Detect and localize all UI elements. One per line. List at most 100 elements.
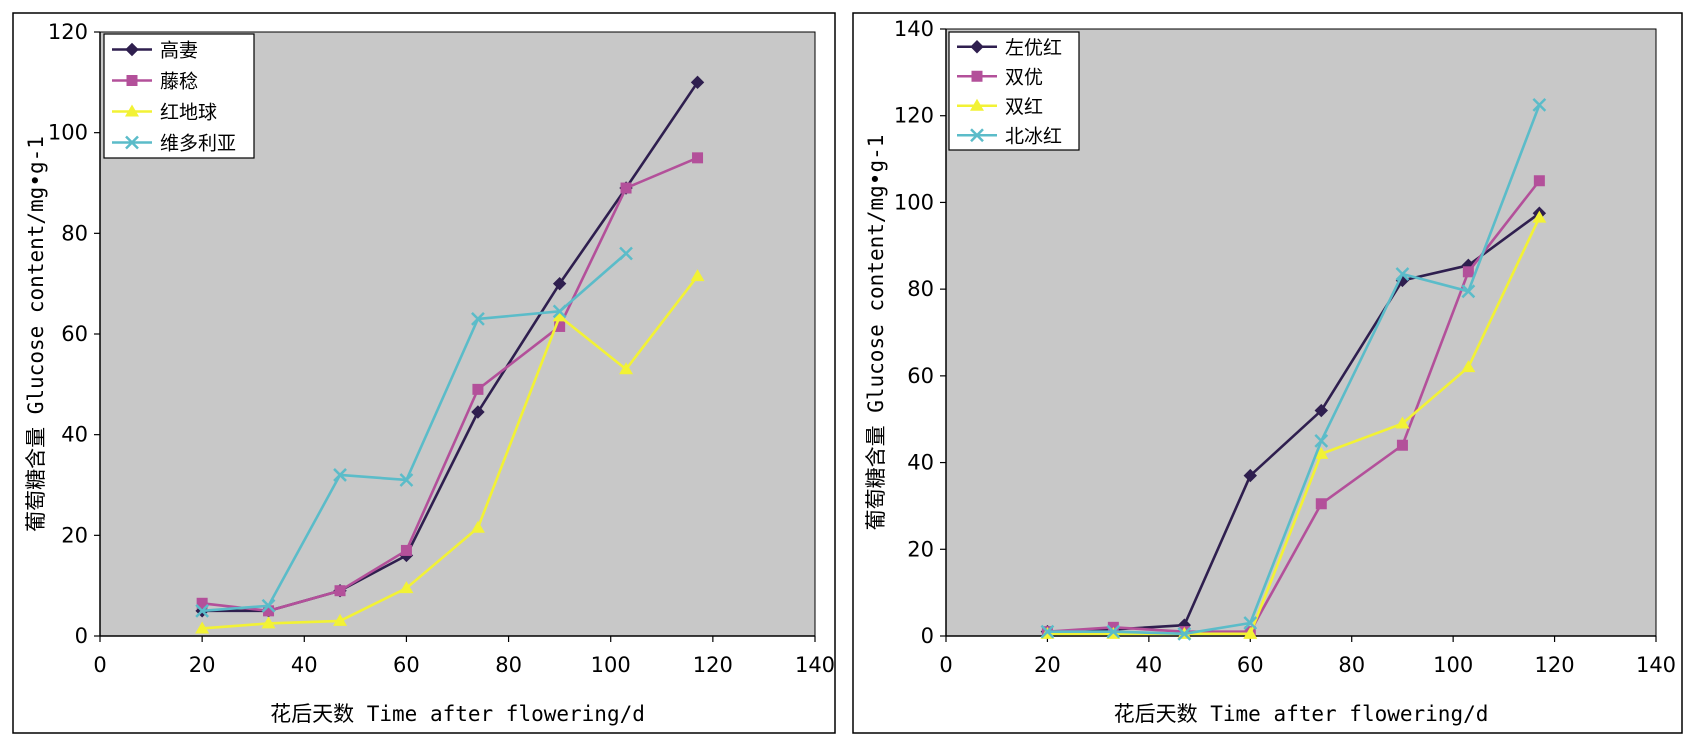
data-point (195, 603, 210, 618)
y-tick-label: 100 (48, 121, 88, 145)
x-tick-label: 20 (189, 653, 216, 677)
x-tick-label: 120 (693, 653, 733, 677)
x-tick-label: 60 (1237, 653, 1264, 677)
series-4 (195, 246, 633, 618)
legend-swatch-marker (125, 42, 139, 57)
plot-area (99, 31, 816, 637)
data-point (619, 362, 634, 375)
x-tick-label: 60 (393, 653, 420, 677)
legend-swatch-marker (970, 40, 984, 54)
data-point (1040, 624, 1055, 639)
series-line (1047, 104, 1541, 636)
data-point (690, 269, 705, 282)
y-axis-label: 葡萄糖含量 Glucose content/mg•g-1 (864, 135, 888, 531)
series-line (202, 275, 699, 630)
legend-swatch-marker (126, 75, 138, 86)
legend-label: 双优 (1005, 66, 1043, 88)
data-point (619, 246, 633, 261)
x-tick-label: 140 (1636, 653, 1676, 677)
data-point (1106, 624, 1121, 639)
data-point (470, 520, 485, 533)
legend-label: 藤稔 (160, 71, 198, 93)
y-tick-label: 0 (75, 624, 88, 648)
data-point (1315, 498, 1327, 510)
data-point (552, 276, 567, 291)
legend-swatch-marker (125, 135, 139, 150)
series-line (1047, 179, 1541, 633)
series-3 (195, 269, 705, 634)
y-tick-label: 80 (61, 221, 88, 245)
legend-label: 北冰红 (1005, 125, 1062, 147)
x-tick-label: 0 (939, 653, 952, 677)
data-point (1243, 616, 1258, 630)
x-tick-label: 140 (795, 653, 835, 677)
legend-item: 左优红 (957, 37, 1062, 59)
data-point (1532, 210, 1547, 223)
y-tick-label: 40 (61, 423, 88, 447)
x-tick-label: 40 (291, 653, 318, 677)
legend-item: 北冰红 (957, 125, 1062, 147)
legend-swatch-marker (970, 128, 984, 143)
data-point (1243, 626, 1258, 639)
data-point (333, 468, 347, 482)
legend-item: 藤稔 (112, 71, 198, 93)
data-point (400, 544, 412, 556)
y-tick-label: 40 (907, 451, 934, 475)
legend-swatch-marker (125, 104, 139, 117)
legend-item: 高妻 (112, 40, 198, 62)
legend-item: 双红 (957, 96, 1043, 118)
legend-label: 左优红 (1005, 37, 1062, 59)
data-point (471, 405, 485, 419)
data-point (472, 383, 484, 395)
y-tick-label: 100 (894, 190, 934, 214)
data-point (1532, 97, 1547, 112)
x-axis-label: 花后天数 Time after flowering/d (270, 702, 645, 726)
series-4 (1040, 97, 1547, 641)
data-point (261, 598, 276, 613)
data-point (552, 309, 567, 322)
series-line (201, 156, 699, 613)
legend-box (103, 33, 255, 159)
data-point (552, 304, 567, 319)
data-point (1395, 416, 1410, 429)
legend-swatch-marker (971, 70, 983, 82)
data-point (1177, 626, 1192, 641)
legend-item: 维多利亚 (112, 133, 236, 155)
legend-swatch-marker (970, 98, 984, 111)
data-point (690, 75, 705, 90)
data-point (1314, 403, 1328, 418)
x-tick-label: 40 (1135, 653, 1162, 677)
data-point (1243, 468, 1257, 483)
x-tick-label: 20 (1034, 653, 1061, 677)
data-point (261, 616, 276, 629)
data-point (263, 605, 275, 617)
data-point (1461, 284, 1476, 299)
y-tick-label: 140 (894, 17, 934, 41)
data-point (1462, 266, 1474, 278)
data-point (333, 613, 348, 626)
x-tick-label: 100 (1433, 653, 1473, 677)
x-tick-label: 80 (1338, 653, 1365, 677)
y-tick-label: 20 (61, 523, 88, 547)
x-tick-label: 80 (495, 653, 522, 677)
y-tick-label: 80 (907, 277, 934, 301)
x-tick-label: 100 (591, 653, 631, 677)
data-point (692, 152, 704, 164)
data-point (1314, 446, 1329, 459)
y-tick-label: 60 (61, 322, 88, 346)
x-tick-label: 120 (1535, 653, 1575, 677)
data-point (1395, 267, 1410, 281)
legend-label: 维多利亚 (160, 133, 236, 155)
legend-label: 高妻 (160, 40, 198, 62)
y-tick-label: 20 (907, 537, 934, 561)
series-2 (196, 152, 704, 617)
x-tick-label: 0 (93, 653, 106, 677)
data-point (196, 597, 208, 609)
y-tick-label: 60 (907, 364, 934, 388)
legend-item: 双优 (957, 66, 1043, 88)
data-point (399, 581, 414, 594)
y-tick-label: 120 (894, 104, 934, 128)
data-point (195, 621, 210, 634)
